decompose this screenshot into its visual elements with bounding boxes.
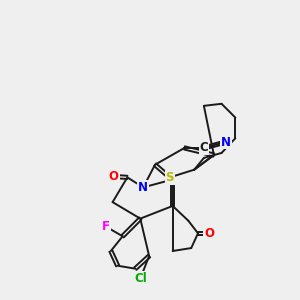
Text: N: N bbox=[138, 181, 148, 194]
Text: F: F bbox=[102, 220, 110, 233]
Text: O: O bbox=[204, 227, 214, 240]
Text: C: C bbox=[200, 141, 208, 154]
Text: O: O bbox=[109, 170, 119, 183]
Text: S: S bbox=[166, 171, 174, 184]
Text: N: N bbox=[221, 136, 231, 148]
Text: Cl: Cl bbox=[134, 272, 147, 285]
